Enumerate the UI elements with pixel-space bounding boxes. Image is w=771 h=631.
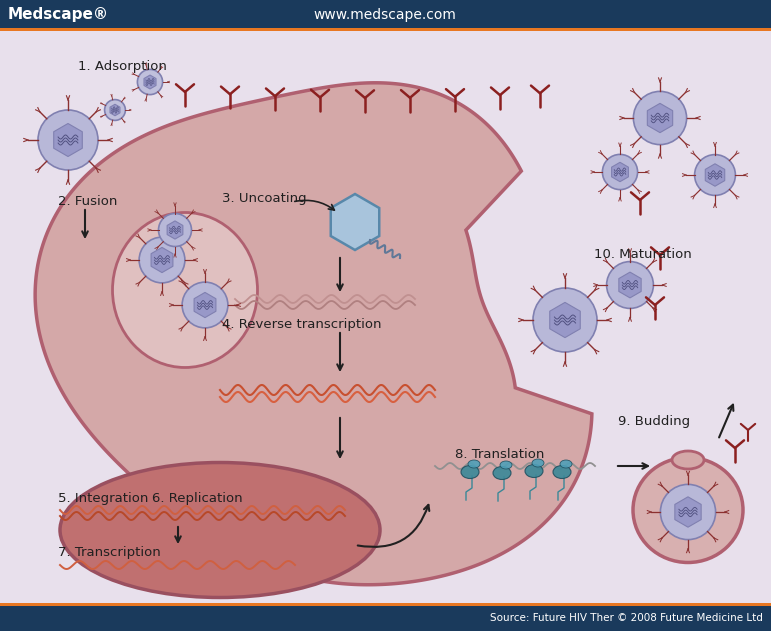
Polygon shape — [648, 103, 672, 133]
Bar — [0, 0, 771, 30]
Text: www.medscape.com: www.medscape.com — [314, 8, 456, 22]
Ellipse shape — [633, 457, 743, 562]
Ellipse shape — [461, 466, 479, 478]
Polygon shape — [54, 124, 82, 156]
Text: 3. Uncoating: 3. Uncoating — [222, 192, 307, 205]
Circle shape — [38, 110, 98, 170]
Text: 8. Translation: 8. Translation — [455, 448, 544, 461]
Ellipse shape — [532, 459, 544, 467]
Text: 5. Integration: 5. Integration — [58, 492, 148, 505]
Circle shape — [661, 485, 715, 540]
Ellipse shape — [500, 461, 512, 469]
Circle shape — [602, 155, 638, 189]
Text: Medscape®: Medscape® — [8, 8, 109, 23]
Bar — [0, 28, 771, 31]
Polygon shape — [110, 104, 120, 115]
Polygon shape — [151, 247, 173, 273]
Ellipse shape — [60, 463, 380, 598]
Ellipse shape — [113, 213, 258, 367]
Ellipse shape — [560, 460, 572, 468]
Circle shape — [182, 282, 228, 328]
Polygon shape — [35, 83, 592, 585]
Polygon shape — [331, 194, 379, 250]
Bar — [0, 606, 771, 631]
Circle shape — [139, 237, 185, 283]
Bar — [0, 603, 771, 606]
Text: 9. Budding: 9. Budding — [618, 415, 690, 428]
Polygon shape — [194, 292, 216, 317]
Circle shape — [137, 69, 163, 95]
Circle shape — [634, 91, 687, 144]
Text: 6. Replication: 6. Replication — [152, 492, 243, 505]
Polygon shape — [619, 272, 641, 298]
Circle shape — [105, 100, 126, 121]
Circle shape — [159, 213, 191, 247]
Text: Source: Future HIV Ther © 2008 Future Medicine Ltd: Source: Future HIV Ther © 2008 Future Me… — [490, 613, 763, 623]
Text: 10. Maturation: 10. Maturation — [594, 248, 692, 261]
Circle shape — [607, 262, 653, 309]
Text: 1. Adsorption: 1. Adsorption — [78, 60, 167, 73]
Polygon shape — [144, 75, 156, 89]
Ellipse shape — [525, 464, 543, 478]
Polygon shape — [167, 221, 183, 239]
Text: 2. Fusion: 2. Fusion — [58, 195, 117, 208]
Ellipse shape — [672, 451, 704, 469]
Polygon shape — [705, 164, 725, 186]
Polygon shape — [675, 497, 701, 527]
Text: 4. Reverse transcription: 4. Reverse transcription — [222, 318, 382, 331]
Ellipse shape — [553, 466, 571, 478]
Circle shape — [533, 288, 597, 352]
Circle shape — [695, 155, 736, 196]
Polygon shape — [550, 302, 581, 338]
Text: 7. Transcription: 7. Transcription — [58, 546, 160, 559]
Polygon shape — [611, 162, 628, 182]
Ellipse shape — [493, 466, 511, 480]
Ellipse shape — [468, 460, 480, 468]
